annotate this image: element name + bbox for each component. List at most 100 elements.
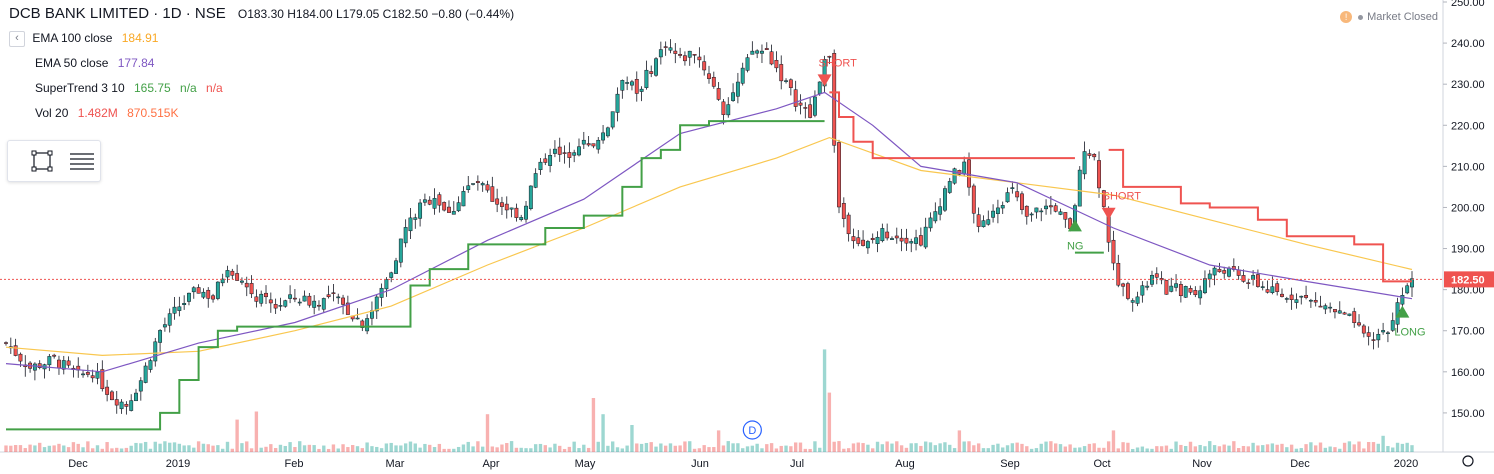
legend-ema50[interactable]: EMA 50 close 177.84 [35,56,154,70]
candle-body [658,49,663,58]
volume-bar [1265,444,1270,452]
candle-body [938,206,943,215]
candle-body [654,58,658,76]
volume-bar [418,447,422,452]
candle-body [273,304,278,309]
candle-body [57,359,61,369]
candle-body [85,372,90,375]
volume-bar [322,445,326,452]
volume-bar [302,445,307,452]
candle-body [1101,190,1106,207]
candle-body [451,211,456,215]
volume-bar [447,448,451,452]
settings-gear-icon[interactable] [1462,455,1474,467]
volume-bar [57,443,61,452]
candle-body [817,81,822,94]
volume-bar [23,448,27,452]
candle-body [716,88,721,100]
volume-bar [673,445,677,452]
volume-bar [143,441,148,452]
volume-bar [259,447,263,452]
volume-bar [269,444,273,452]
candle-body [577,146,581,156]
legend-ema100[interactable]: ‹ EMA 100 close 184.91 [9,31,158,47]
candle-body [991,210,996,218]
rectangle-tool-icon[interactable] [30,149,54,173]
last-price-badge [1444,271,1494,288]
candle-body [1246,282,1251,284]
legend-volume[interactable]: Vol 20 1.482M 870.515K [35,106,178,120]
volume-bar [1251,442,1255,452]
legend-ema50-value: 177.84 [117,56,155,70]
x-tick-label: Nov [1192,458,1212,470]
candle-body [398,238,403,263]
candle-body [601,132,606,141]
volume-bar [1395,442,1400,452]
volume-bar [220,448,225,452]
volume-bar [413,443,417,452]
long-signal-arrow [1395,305,1410,318]
volume-bar [90,448,95,452]
y-tick-label: 230.00 [1451,79,1485,91]
volume-bar [1217,446,1222,452]
volume-bar [1025,446,1029,452]
volume-bar [827,392,832,452]
candle-body [1174,283,1178,288]
volume-bar [264,446,268,452]
candle-body [625,82,630,84]
candle-body [1241,275,1246,282]
settings-lines-icon[interactable] [68,149,96,173]
volume-bar [1261,445,1265,452]
candle-body [1299,295,1304,298]
volume-bar [235,419,239,452]
candle-body [1318,305,1323,308]
volume-bar [972,445,976,452]
volume-bar [813,441,817,452]
candle-body [500,202,504,207]
candle-body [644,69,649,88]
candle-body [1193,290,1198,296]
volume-bar [139,443,143,452]
volume-bar [1371,442,1376,452]
candle-body [288,294,293,299]
ema100-line [5,136,1413,357]
volume-bar [1131,448,1135,452]
volume-bar [129,445,133,452]
dividend-marker[interactable] [742,420,762,440]
volume-bar [952,448,957,452]
volume-bar [9,445,13,452]
legend-volume-value: 1.482M [77,106,118,120]
volume-bar [384,443,389,452]
candle-body [870,237,875,240]
candle-body [851,236,856,242]
volume-bar [842,448,846,452]
candle-body [220,278,225,284]
volume-bar [254,411,259,452]
candle-body [745,57,750,71]
volume-bar [533,444,538,452]
volume-bar [192,447,196,452]
candle-body [663,46,668,48]
x-tick-label: Aug [895,458,915,470]
volume-bar [519,447,523,452]
symbol-title[interactable]: DCB BANK LIMITED · 1D · NSE [9,5,226,22]
volume-bar [336,448,340,452]
alert-badge-icon[interactable]: ! [1340,11,1353,24]
candle-body [264,292,268,298]
volume-bar [1121,442,1125,452]
y-tick-label: 190.00 [1451,244,1485,256]
volume-bar [967,441,971,452]
volume-bar [471,446,475,452]
signal-label: SHORT [1103,191,1142,203]
candle-body [779,64,784,82]
volume-bar [774,448,779,452]
candle-body [1154,273,1159,278]
chart-header: DCB BANK LIMITED · 1D · NSE O183.30 H184… [9,5,514,22]
volume-bar [365,442,369,452]
collapse-icon[interactable]: ‹ [9,31,25,47]
volume-bar [1049,441,1053,452]
legend-supertrend[interactable]: SuperTrend 3 10 165.75 n/a n/a [35,81,223,95]
volume-bar [586,447,591,452]
volume-bar [765,444,769,452]
